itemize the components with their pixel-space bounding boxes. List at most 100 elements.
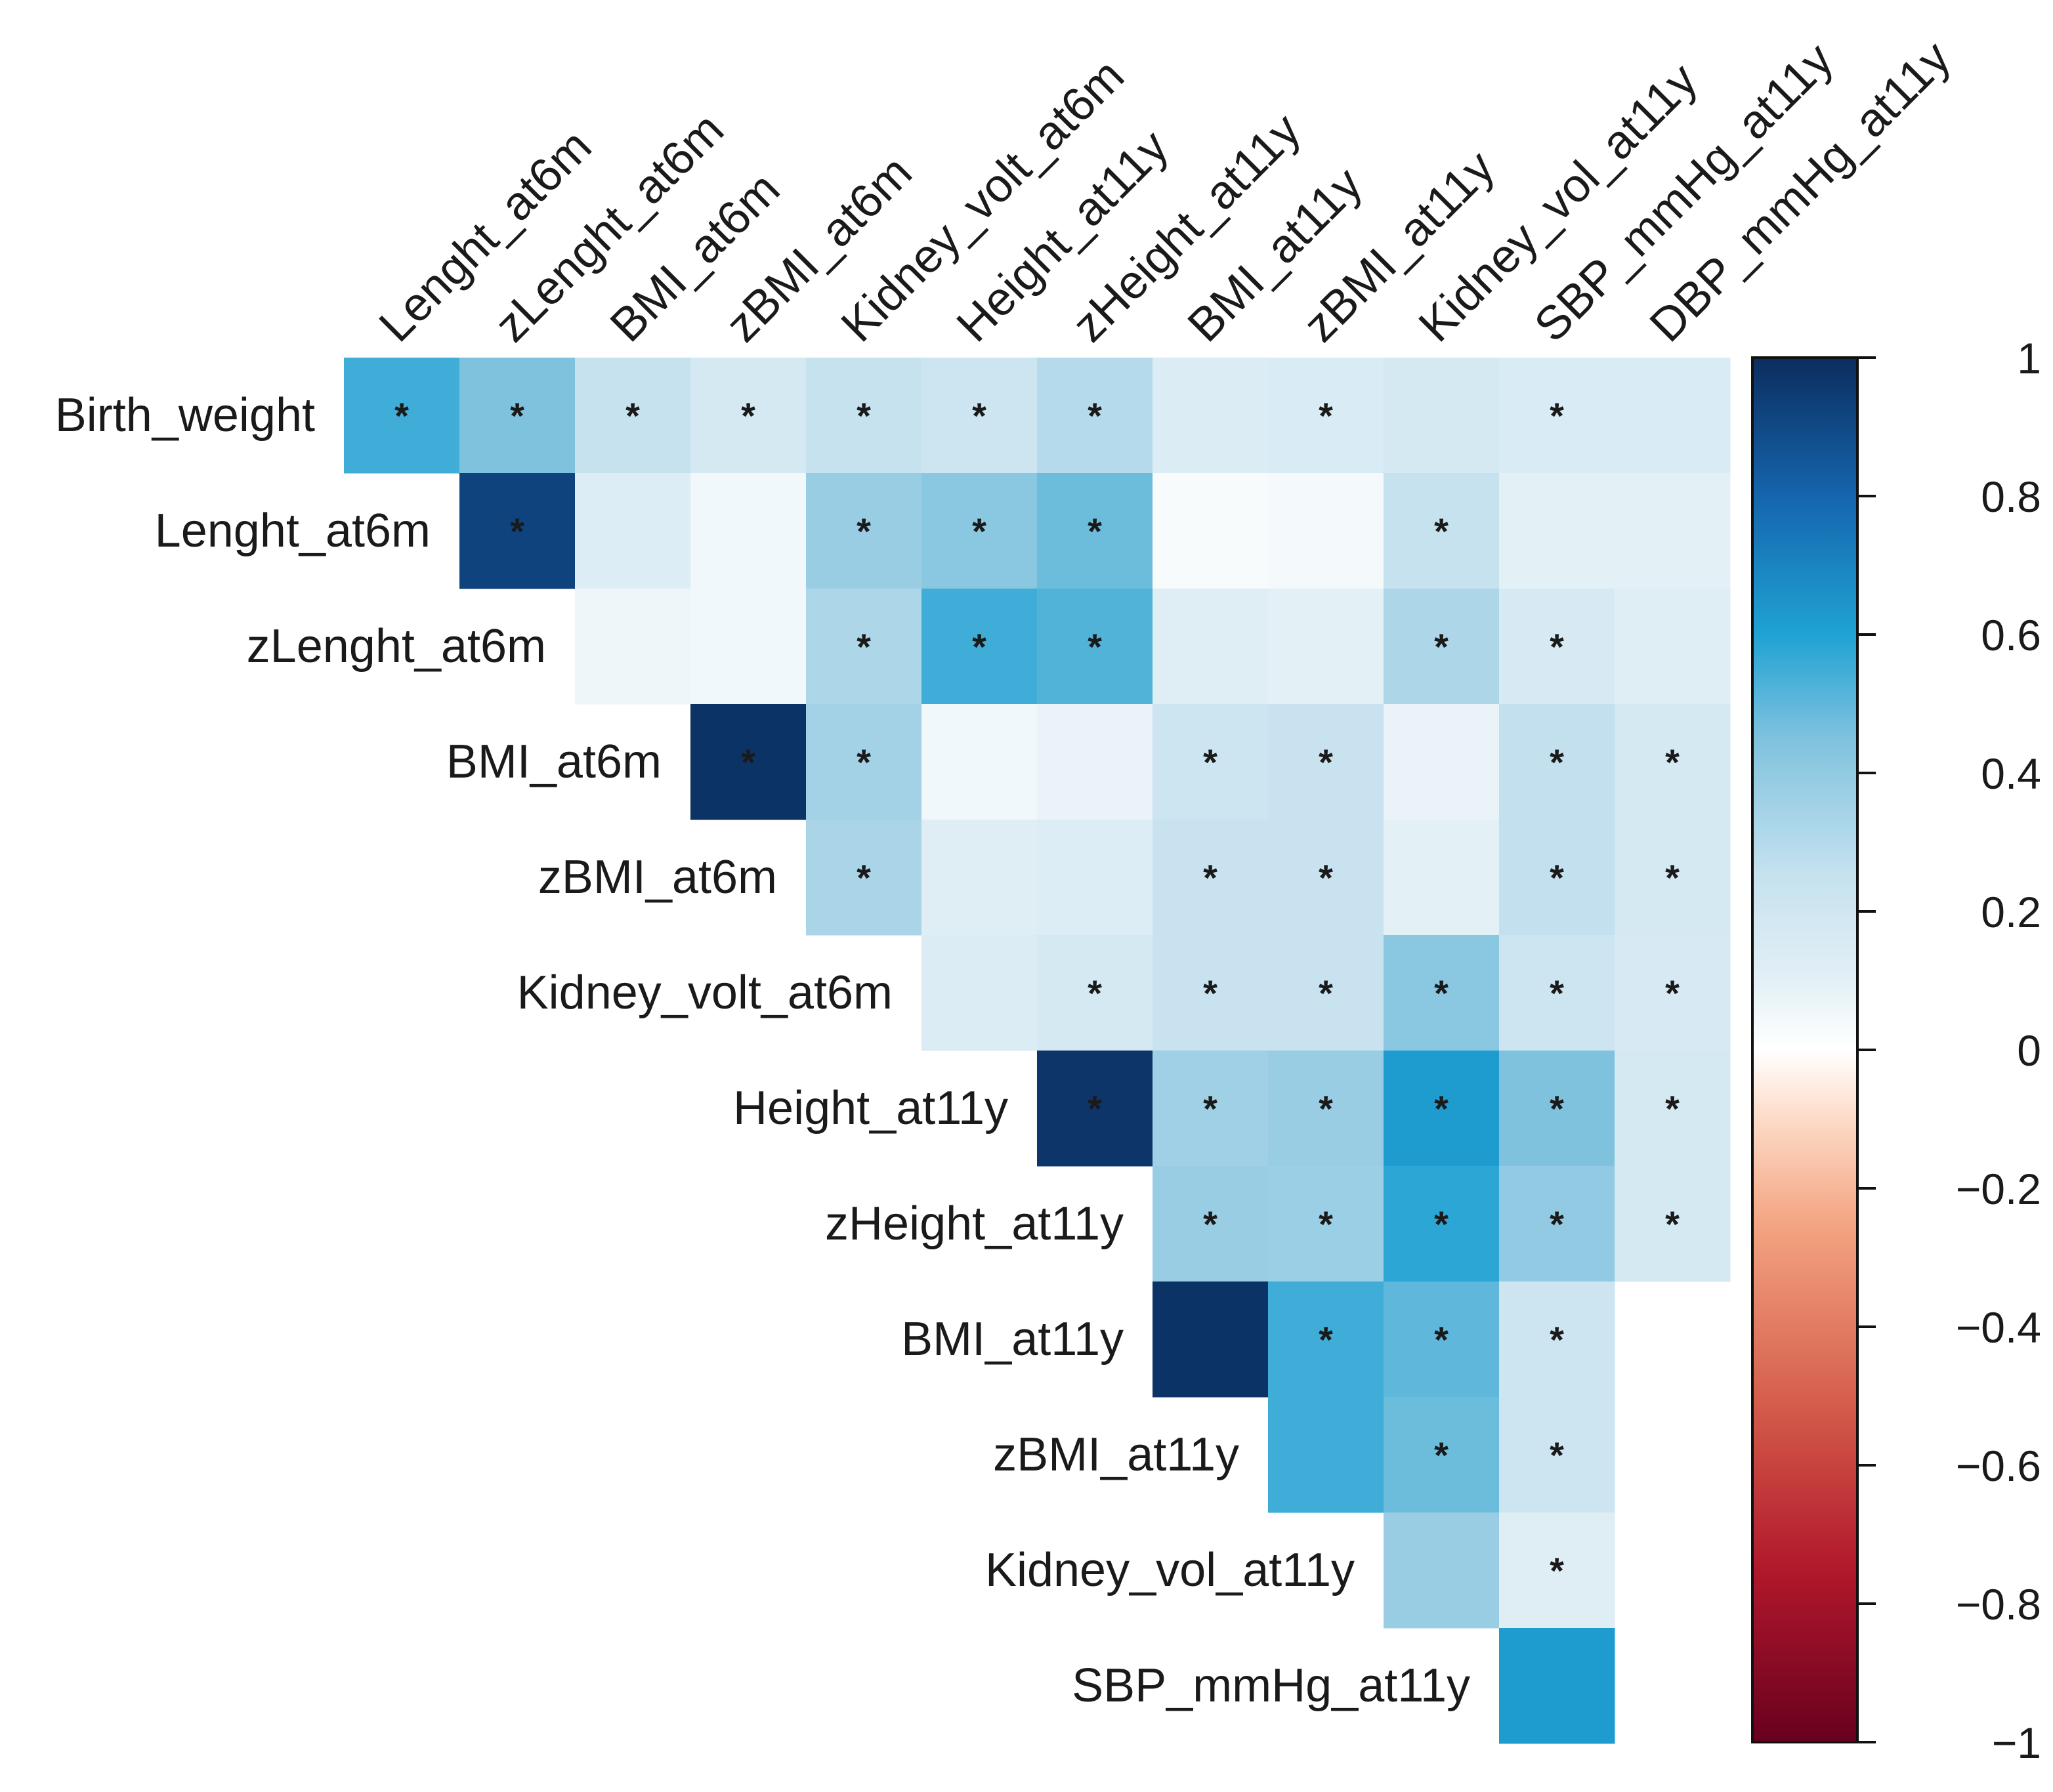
significance-star: *	[1434, 1088, 1449, 1129]
row-label-kidney-volt-at6m: Kidney_volt_at6m	[517, 967, 893, 1019]
heatmap-cell-lenght-at6m-zlenght-at6m	[459, 473, 576, 589]
significance-star: *	[857, 741, 871, 783]
row-labels: Birth_weight Lenght_at6m zLenght_at6m BMI_a…	[55, 389, 1470, 1712]
heatmap-cell-birth-weight-bmi-at6m	[575, 358, 691, 474]
significance-star: *	[1434, 1319, 1449, 1360]
heatmap-cell-bmi-at11y-bmi-at11y	[1153, 1281, 1269, 1398]
heatmap-cell-zbmi-at6m-dbp-mmhg-at11y	[1615, 820, 1731, 936]
heatmap-cell-kidney-volt-at6m-kidney-vol-at11y	[1384, 935, 1500, 1051]
legend-tick-label: −0.4	[1956, 1303, 2041, 1352]
significance-star: *	[1088, 626, 1102, 667]
heatmap-cell-zheight-at11y-sbp-mmhg-at11y	[1499, 1166, 1615, 1282]
heatmap-cell-bmi-at6m-dbp-mmhg-at11y	[1615, 704, 1731, 820]
row-label-zbmi-at6m: zBMI_at6m	[538, 851, 777, 904]
significance-star: *	[1550, 1319, 1564, 1360]
heatmap-cell-birth-weight-kidney-vol-at11y	[1384, 358, 1500, 474]
heatmap-cell-zbmi-at11y-kidney-vol-at11y	[1384, 1397, 1500, 1513]
heatmap-cell-bmi-at6m-kidney-volt-at6m	[806, 704, 922, 820]
heatmap-cell-height-at11y-dbp-mmhg-at11y	[1615, 1051, 1731, 1167]
color-legend-bar	[1751, 356, 1859, 1743]
row-label-sbp-mmhg-at11y: SBP_mmHg_at11y	[1072, 1659, 1470, 1712]
heatmap-cell-kidney-volt-at6m-zheight-at11y	[1037, 935, 1153, 1051]
heatmap-cell-birth-weight-zbmi-at6m	[690, 358, 807, 474]
row-label-zheight-at11y: zHeight_at11y	[825, 1198, 1124, 1250]
heatmap-cell-birth-weight-zbmi-at11y	[1268, 358, 1384, 474]
heatmap-cell-lenght-at6m-sbp-mmhg-at11y	[1499, 473, 1615, 589]
significance-star: *	[1434, 1434, 1449, 1476]
heatmap-cell-kidney-volt-at6m-sbp-mmhg-at11y	[1499, 935, 1615, 1051]
heatmap-cell-zlenght-at6m-bmi-at6m	[575, 589, 691, 705]
significance-star: *	[1665, 857, 1680, 898]
heatmap-cell-zlenght-at6m-sbp-mmhg-at11y	[1499, 589, 1615, 705]
significance-star: *	[1550, 626, 1564, 667]
legend-tick-label: −0.2	[1956, 1165, 2041, 1213]
heatmap-cell-lenght-at6m-dbp-mmhg-at11y	[1615, 473, 1731, 589]
column-labels: Lenght_at6mzLenght_at6mBMI_at6mzBMI_at6m…	[370, 31, 1961, 352]
heatmap-cell-bmi-at6m-kidney-vol-at11y	[1384, 704, 1500, 820]
significance-star: *	[857, 395, 871, 436]
significance-star: *	[1319, 1319, 1333, 1360]
significance-star: *	[1319, 1203, 1333, 1245]
significance-star: *	[1203, 1203, 1217, 1245]
heatmap-cell-zheight-at11y-dbp-mmhg-at11y	[1615, 1166, 1731, 1282]
heatmap-cell-zbmi-at6m-zbmi-at11y	[1268, 820, 1384, 936]
significance-star: *	[1434, 626, 1449, 667]
heatmap-cell-zlenght-at6m-kidney-volt-at6m	[806, 589, 922, 705]
significance-star: *	[1434, 511, 1449, 552]
heatmap-cell-kidney-vol-at11y-kidney-vol-at11y	[1384, 1512, 1500, 1629]
row-label-bmi-at11y: BMI_at11y	[901, 1313, 1124, 1365]
heatmap-cell-height-at11y-sbp-mmhg-at11y	[1499, 1051, 1615, 1167]
significance-star: *	[510, 511, 524, 552]
significance-star: *	[1203, 741, 1217, 783]
legend-tick-label: −0.8	[1956, 1580, 2041, 1629]
legend-tick-label: 0.2	[1981, 888, 2041, 936]
heatmap-cell-birth-weight-bmi-at11y	[1153, 358, 1269, 474]
heatmap-cell-bmi-at6m-zbmi-at11y	[1268, 704, 1384, 820]
heatmap-cell-lenght-at6m-zbmi-at11y	[1268, 473, 1384, 589]
heatmap-cell-bmi-at6m-sbp-mmhg-at11y	[1499, 704, 1615, 820]
heatmap-cell-kidney-volt-at6m-height-at11y	[921, 935, 1038, 1051]
legend-tick-label: 1	[2017, 334, 2041, 383]
heatmap-cell-zbmi-at6m-kidney-vol-at11y	[1384, 820, 1500, 936]
significance-star: *	[1319, 741, 1333, 783]
significance-star: *	[857, 511, 871, 552]
significance-star: *	[1434, 972, 1449, 1014]
heatmap-cell-birth-weight-zheight-at11y	[1037, 358, 1153, 474]
significance-star: *	[1550, 1434, 1564, 1476]
significance-star: *	[1319, 395, 1333, 436]
heatmap-cell-zlenght-at6m-zheight-at11y	[1037, 589, 1153, 705]
color-legend: 1 0.8 0.6 0.4 0.2 0 −0.2 −0.4 −0.6 −0.8 −1	[1751, 334, 2041, 1767]
significance-star: *	[1203, 1088, 1217, 1129]
legend-tick-label: 0.8	[1981, 472, 2041, 521]
heatmap-cell-sbp-mmhg-at11y-sbp-mmhg-at11y	[1499, 1628, 1615, 1744]
heatmap-cell-kidney-volt-at6m-dbp-mmhg-at11y	[1615, 935, 1731, 1051]
significance-star: *	[1550, 1203, 1564, 1245]
heatmap-cell-zbmi-at6m-bmi-at11y	[1153, 820, 1269, 936]
heatmap-cell-kidney-volt-at6m-bmi-at11y	[1153, 935, 1269, 1051]
heatmap-cell-zlenght-at6m-zbmi-at6m	[690, 589, 807, 705]
heatmap-cell-lenght-at6m-bmi-at6m	[575, 473, 691, 589]
significance-star: *	[1088, 1088, 1102, 1129]
heatmap-cell-height-at11y-zbmi-at11y	[1268, 1051, 1384, 1167]
significance-star: *	[1550, 1088, 1564, 1129]
heatmap-cell-zbmi-at6m-kidney-volt-at6m	[806, 820, 922, 936]
heatmap-cell-lenght-at6m-bmi-at11y	[1153, 473, 1269, 589]
heatmap-cell-bmi-at6m-zheight-at11y	[1037, 704, 1153, 820]
significance-star: *	[1203, 857, 1217, 898]
heatmap-cell-birth-weight-lenght-at6m	[344, 358, 460, 474]
significance-star: *	[1550, 741, 1564, 783]
significance-markers: * * * * * * * * * * * * * * * * * * * * * * * * * * * * * * * * * * * * * * * *…	[394, 395, 1680, 1591]
legend-tick-label: 0.4	[1981, 749, 2041, 798]
significance-star: *	[1550, 972, 1564, 1014]
heatmap-cell-lenght-at6m-kidney-vol-at11y	[1384, 473, 1500, 589]
significance-star: *	[394, 395, 409, 436]
significance-star: *	[857, 626, 871, 667]
heatmap-cell-height-at11y-bmi-at11y	[1153, 1051, 1269, 1167]
significance-star: *	[1088, 395, 1102, 436]
significance-star: *	[1665, 741, 1680, 783]
significance-star: *	[510, 395, 524, 436]
heatmap-cell-zlenght-at6m-height-at11y	[921, 589, 1038, 705]
significance-star: *	[972, 626, 986, 667]
significance-star: *	[1203, 972, 1217, 1014]
